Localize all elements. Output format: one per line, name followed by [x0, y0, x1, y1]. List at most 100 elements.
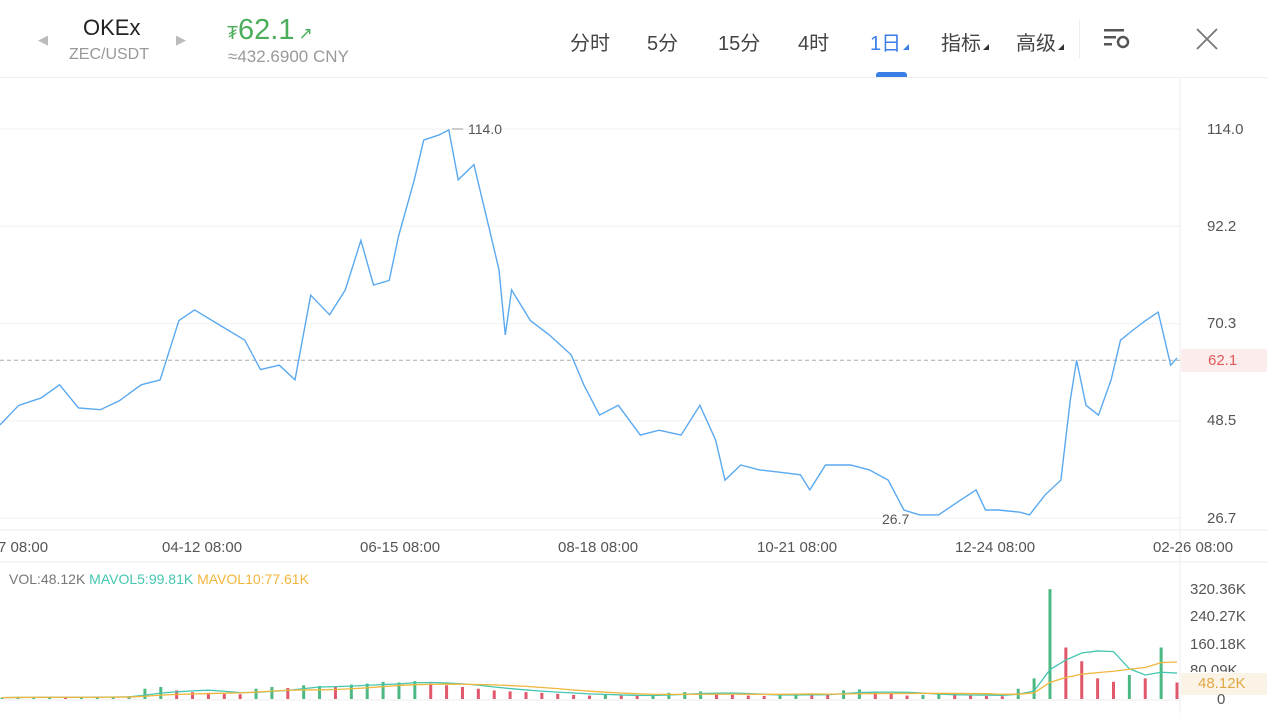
volume-bar [969, 695, 973, 699]
volume-bar [48, 696, 52, 699]
x-tick: 04-12 08:00 [162, 539, 243, 556]
price-line [0, 128, 1178, 516]
volume-bar [508, 691, 512, 699]
mavol10-value: MAVOL10:77.61K [197, 571, 309, 587]
volume-bar [1096, 678, 1100, 699]
pair-name: ZEC/USDT [69, 46, 149, 63]
prev-pair-icon[interactable]: ◀ [38, 32, 48, 47]
volume-bar [333, 686, 337, 699]
volume-bar [1080, 661, 1084, 699]
vol-tick: 0 [1217, 691, 1226, 708]
y-tick: 48.5 [1207, 412, 1237, 429]
mavol5-value: MAVOL5:99.81K [89, 571, 194, 587]
volume-bar [984, 695, 988, 699]
tab-advanced[interactable]: 高级 [1016, 27, 1064, 56]
volume-bar [651, 695, 655, 699]
volume-bar [429, 683, 433, 699]
y-tick: 70.3 [1207, 315, 1237, 332]
currency-symbol: ₮ [227, 23, 238, 43]
volume-bar [349, 684, 353, 699]
volume-bar [1048, 589, 1052, 699]
volume-bar [286, 688, 290, 699]
volume-bar [746, 695, 750, 699]
min-price-label: 26.7 [882, 511, 910, 527]
volume-bar [635, 695, 639, 699]
volume-bar [524, 692, 528, 699]
trend-up-icon: ↗ [298, 24, 313, 43]
volume-bar [572, 694, 576, 699]
tab-timeshare[interactable]: 分时 [570, 33, 610, 55]
tab-15min[interactable]: 15分 [718, 33, 761, 55]
volume-bar [810, 694, 814, 699]
volume-bar [445, 685, 449, 699]
volume-bar [953, 694, 957, 699]
volume-bar [730, 694, 734, 699]
max-price-label: 114.0 [468, 121, 502, 137]
volume-bar [540, 692, 544, 699]
tab-indicators-label: 指标 [941, 33, 981, 55]
volume-bar [1159, 647, 1163, 699]
volume-bar [1111, 681, 1115, 699]
tab-1d[interactable]: 1日 [870, 27, 910, 56]
volume-bar [1000, 696, 1004, 699]
volume-bar [683, 692, 687, 699]
volume-bar [32, 697, 36, 699]
volume-bar [905, 695, 909, 699]
volume-bar [460, 686, 464, 699]
exchange-name: OKEx [83, 15, 141, 40]
divider [1079, 20, 1080, 58]
volume-bar [476, 688, 480, 699]
x-tick: 7 08:00 [0, 539, 49, 556]
tab-indicators[interactable]: 指标 [941, 27, 989, 56]
header: ◀ OKEx ZEC/USDT ▶ ₮62.1 ↗ ≈432.6900 CNY 分… [0, 0, 1267, 78]
tab-4h[interactable]: 4时 [798, 33, 830, 55]
tab-5min[interactable]: 5分 [647, 33, 679, 55]
volume-bar [270, 686, 274, 699]
volume-bar [1127, 674, 1131, 699]
dropdown-triangle-icon [903, 44, 910, 50]
volume-bar [889, 693, 893, 699]
x-tick: 08-18 08:00 [558, 539, 639, 556]
volume-bar [603, 694, 607, 699]
x-tick: 12-24 08:00 [955, 539, 1036, 556]
volume-bar [318, 685, 322, 699]
volume-bar [1175, 682, 1179, 699]
volume-bar [937, 694, 941, 699]
next-pair-icon[interactable]: ▶ [176, 32, 186, 47]
last-price: ₮62.1 ↗ [227, 14, 313, 47]
volume-bar [1032, 678, 1036, 699]
vol-tick: 240.27K [1190, 608, 1246, 625]
volume-bar [556, 693, 560, 699]
price-value: 62.1 [238, 14, 295, 46]
chart-settings-icon[interactable] [1104, 28, 1132, 50]
volume-bar [191, 692, 195, 699]
volume-bar [302, 685, 306, 699]
volume-bar [254, 688, 258, 699]
volume-bar [16, 697, 20, 699]
current-price-badge: 62.1 [1181, 349, 1267, 372]
mavol5-line [1, 650, 1178, 699]
x-tick: 06-15 08:00 [360, 539, 441, 556]
tab-advanced-label: 高级 [1016, 33, 1056, 55]
y-tick: 92.2 [1207, 218, 1237, 235]
dropdown-triangle-icon [983, 44, 989, 50]
volume-bar [667, 692, 671, 699]
volume-bar [921, 694, 925, 699]
tab-1d-label: 1日 [870, 33, 902, 55]
volume-bar [699, 691, 703, 699]
volume-bar [826, 694, 830, 699]
volume-bar [206, 692, 210, 699]
volume-bar [413, 681, 417, 699]
current-volume-badge: 48.12K [1181, 673, 1267, 695]
volume-bar [1143, 678, 1147, 699]
volume-bar [778, 694, 782, 699]
volume-bar [222, 693, 226, 699]
volume-bar [381, 681, 385, 699]
volume-bar [619, 695, 623, 699]
volume-bar [79, 697, 83, 699]
volume-bar [715, 693, 719, 699]
volume-bar [492, 690, 496, 699]
close-icon[interactable] [1196, 28, 1218, 50]
vol-tick: 320.36K [1190, 581, 1246, 598]
